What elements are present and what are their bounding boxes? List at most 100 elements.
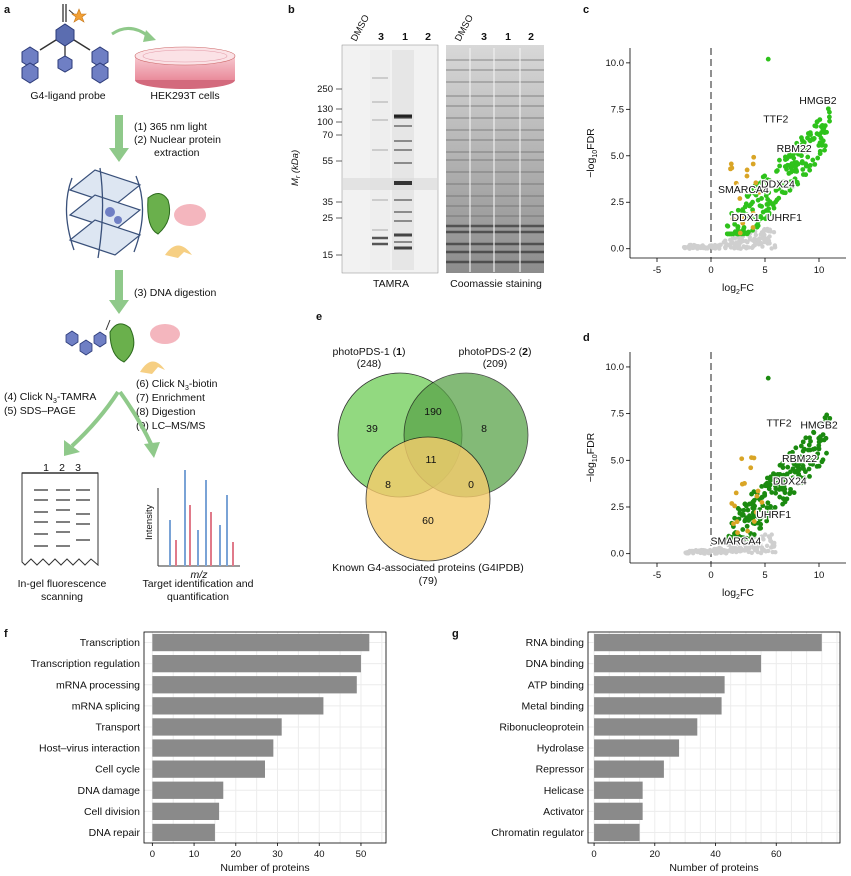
y-tick-label: 2.5 (611, 502, 624, 513)
venn-count-set3: (79) (419, 575, 438, 587)
point-sig (821, 126, 827, 131)
point-sig (823, 435, 829, 441)
point-g4 (732, 503, 738, 509)
x-axis-label: Number of proteins (669, 862, 758, 874)
point-g4 (753, 509, 759, 515)
point-sig (810, 446, 816, 452)
point-bg (746, 549, 751, 555)
point-sig (824, 450, 829, 456)
point-sig (766, 190, 772, 196)
x-tick-label: -5 (653, 265, 661, 276)
category-label: DNA repair (89, 827, 141, 839)
point-sig (764, 518, 770, 524)
point-bg (686, 245, 691, 250)
point-sig (800, 167, 806, 172)
point-bg (747, 543, 752, 549)
point-sig (803, 435, 809, 441)
x-tick-label: 0 (150, 849, 155, 860)
b-lane-3-right: 3 (481, 31, 487, 43)
point-g4 (751, 519, 757, 524)
bar-chart-f: Transcription Transcription regulation mRN… (31, 631, 387, 874)
venn-label-set1: photoPDS-1 (1) (333, 346, 406, 358)
point-bg (730, 240, 735, 245)
x-axis-label: log2FC (722, 282, 754, 296)
point-sig (757, 507, 763, 512)
point-sig (818, 437, 824, 443)
point-g4 (737, 196, 743, 201)
point-sig (824, 129, 829, 135)
point-g4 (753, 180, 759, 186)
x-axis-label: Number of proteins (220, 862, 309, 874)
point-bg (760, 244, 765, 249)
venn-count-set1: (248) (357, 358, 382, 370)
b-lane-dmso-right: DMSO (453, 13, 476, 43)
point-bg (763, 532, 768, 537)
step-digestion: (3) DNA digestion (134, 287, 216, 299)
bar-3 (152, 697, 324, 715)
point-sig (797, 454, 803, 460)
point-bg (769, 246, 774, 251)
annotation-label: DDX24 (773, 476, 807, 488)
point-g4 (756, 189, 762, 195)
point-sig (762, 189, 768, 195)
y-tick-label: 5.0 (611, 455, 624, 466)
category-label: Ribonucleoprotein (499, 721, 584, 733)
point-bg (739, 548, 744, 553)
bar-8 (152, 802, 220, 821)
point-sig (777, 163, 783, 169)
point-sig (724, 223, 730, 229)
point-sig (729, 211, 735, 216)
category-label: Metal binding (522, 700, 585, 712)
x-tick-label: 40 (710, 849, 721, 860)
point-bg (757, 236, 762, 241)
point-sig (803, 455, 809, 461)
plot-frame (143, 631, 387, 844)
point-bg (732, 546, 737, 551)
panel-d-label: d (583, 332, 590, 344)
point-sig (799, 459, 805, 465)
point-g4 (735, 530, 740, 536)
b-lane-2-right: 2 (528, 31, 534, 43)
annotation-label: HMGB2 (800, 420, 838, 432)
caption-left-1: In-gel fluorescence (18, 578, 107, 590)
point-bg (715, 549, 721, 554)
point-bg (766, 534, 772, 539)
venn-1-2: 190 (424, 406, 442, 418)
tamra-bands (342, 50, 438, 270)
step-tamra: (4) Click N3-TAMRA (4, 391, 96, 405)
point-sig (817, 117, 823, 123)
annotation-label: SMARCA4 (710, 535, 761, 547)
x-tick-label: 0 (591, 849, 596, 860)
point-sig (759, 196, 764, 201)
protein-yellow-icon (165, 245, 192, 258)
panel-b: b DMSO 3 1 2 DMSO 3 1 2 Mr (kDa) (288, 4, 544, 290)
point-sig (767, 201, 772, 206)
point-bg (770, 544, 775, 549)
b-yaxis-label: Mr (kDa) (290, 150, 302, 186)
point-sig (767, 482, 773, 488)
marker-250: 250 (317, 84, 333, 95)
point-sig (772, 510, 778, 516)
point-sig (765, 500, 771, 506)
marker-130: 130 (317, 104, 333, 115)
point-bg (760, 548, 765, 554)
panel-c-label: c (583, 4, 589, 16)
point-sig (801, 466, 806, 472)
point-g4 (731, 521, 736, 527)
point-bg (765, 226, 770, 232)
point-bg (768, 539, 774, 544)
point-bg (697, 548, 702, 553)
point-bg (690, 245, 695, 250)
y-axis-label: −log10FDR (585, 432, 599, 482)
point-g4 (755, 488, 761, 494)
point-g4 (733, 490, 739, 496)
category-label: Cell cycle (95, 764, 140, 776)
point-sig (795, 468, 801, 474)
point-bg (701, 244, 706, 250)
point-bg (762, 239, 767, 245)
point-sig (787, 458, 793, 464)
bar-0 (594, 633, 822, 652)
point-bg (682, 245, 688, 251)
point-sig (742, 501, 748, 507)
x-tick-label: 0 (708, 265, 713, 276)
